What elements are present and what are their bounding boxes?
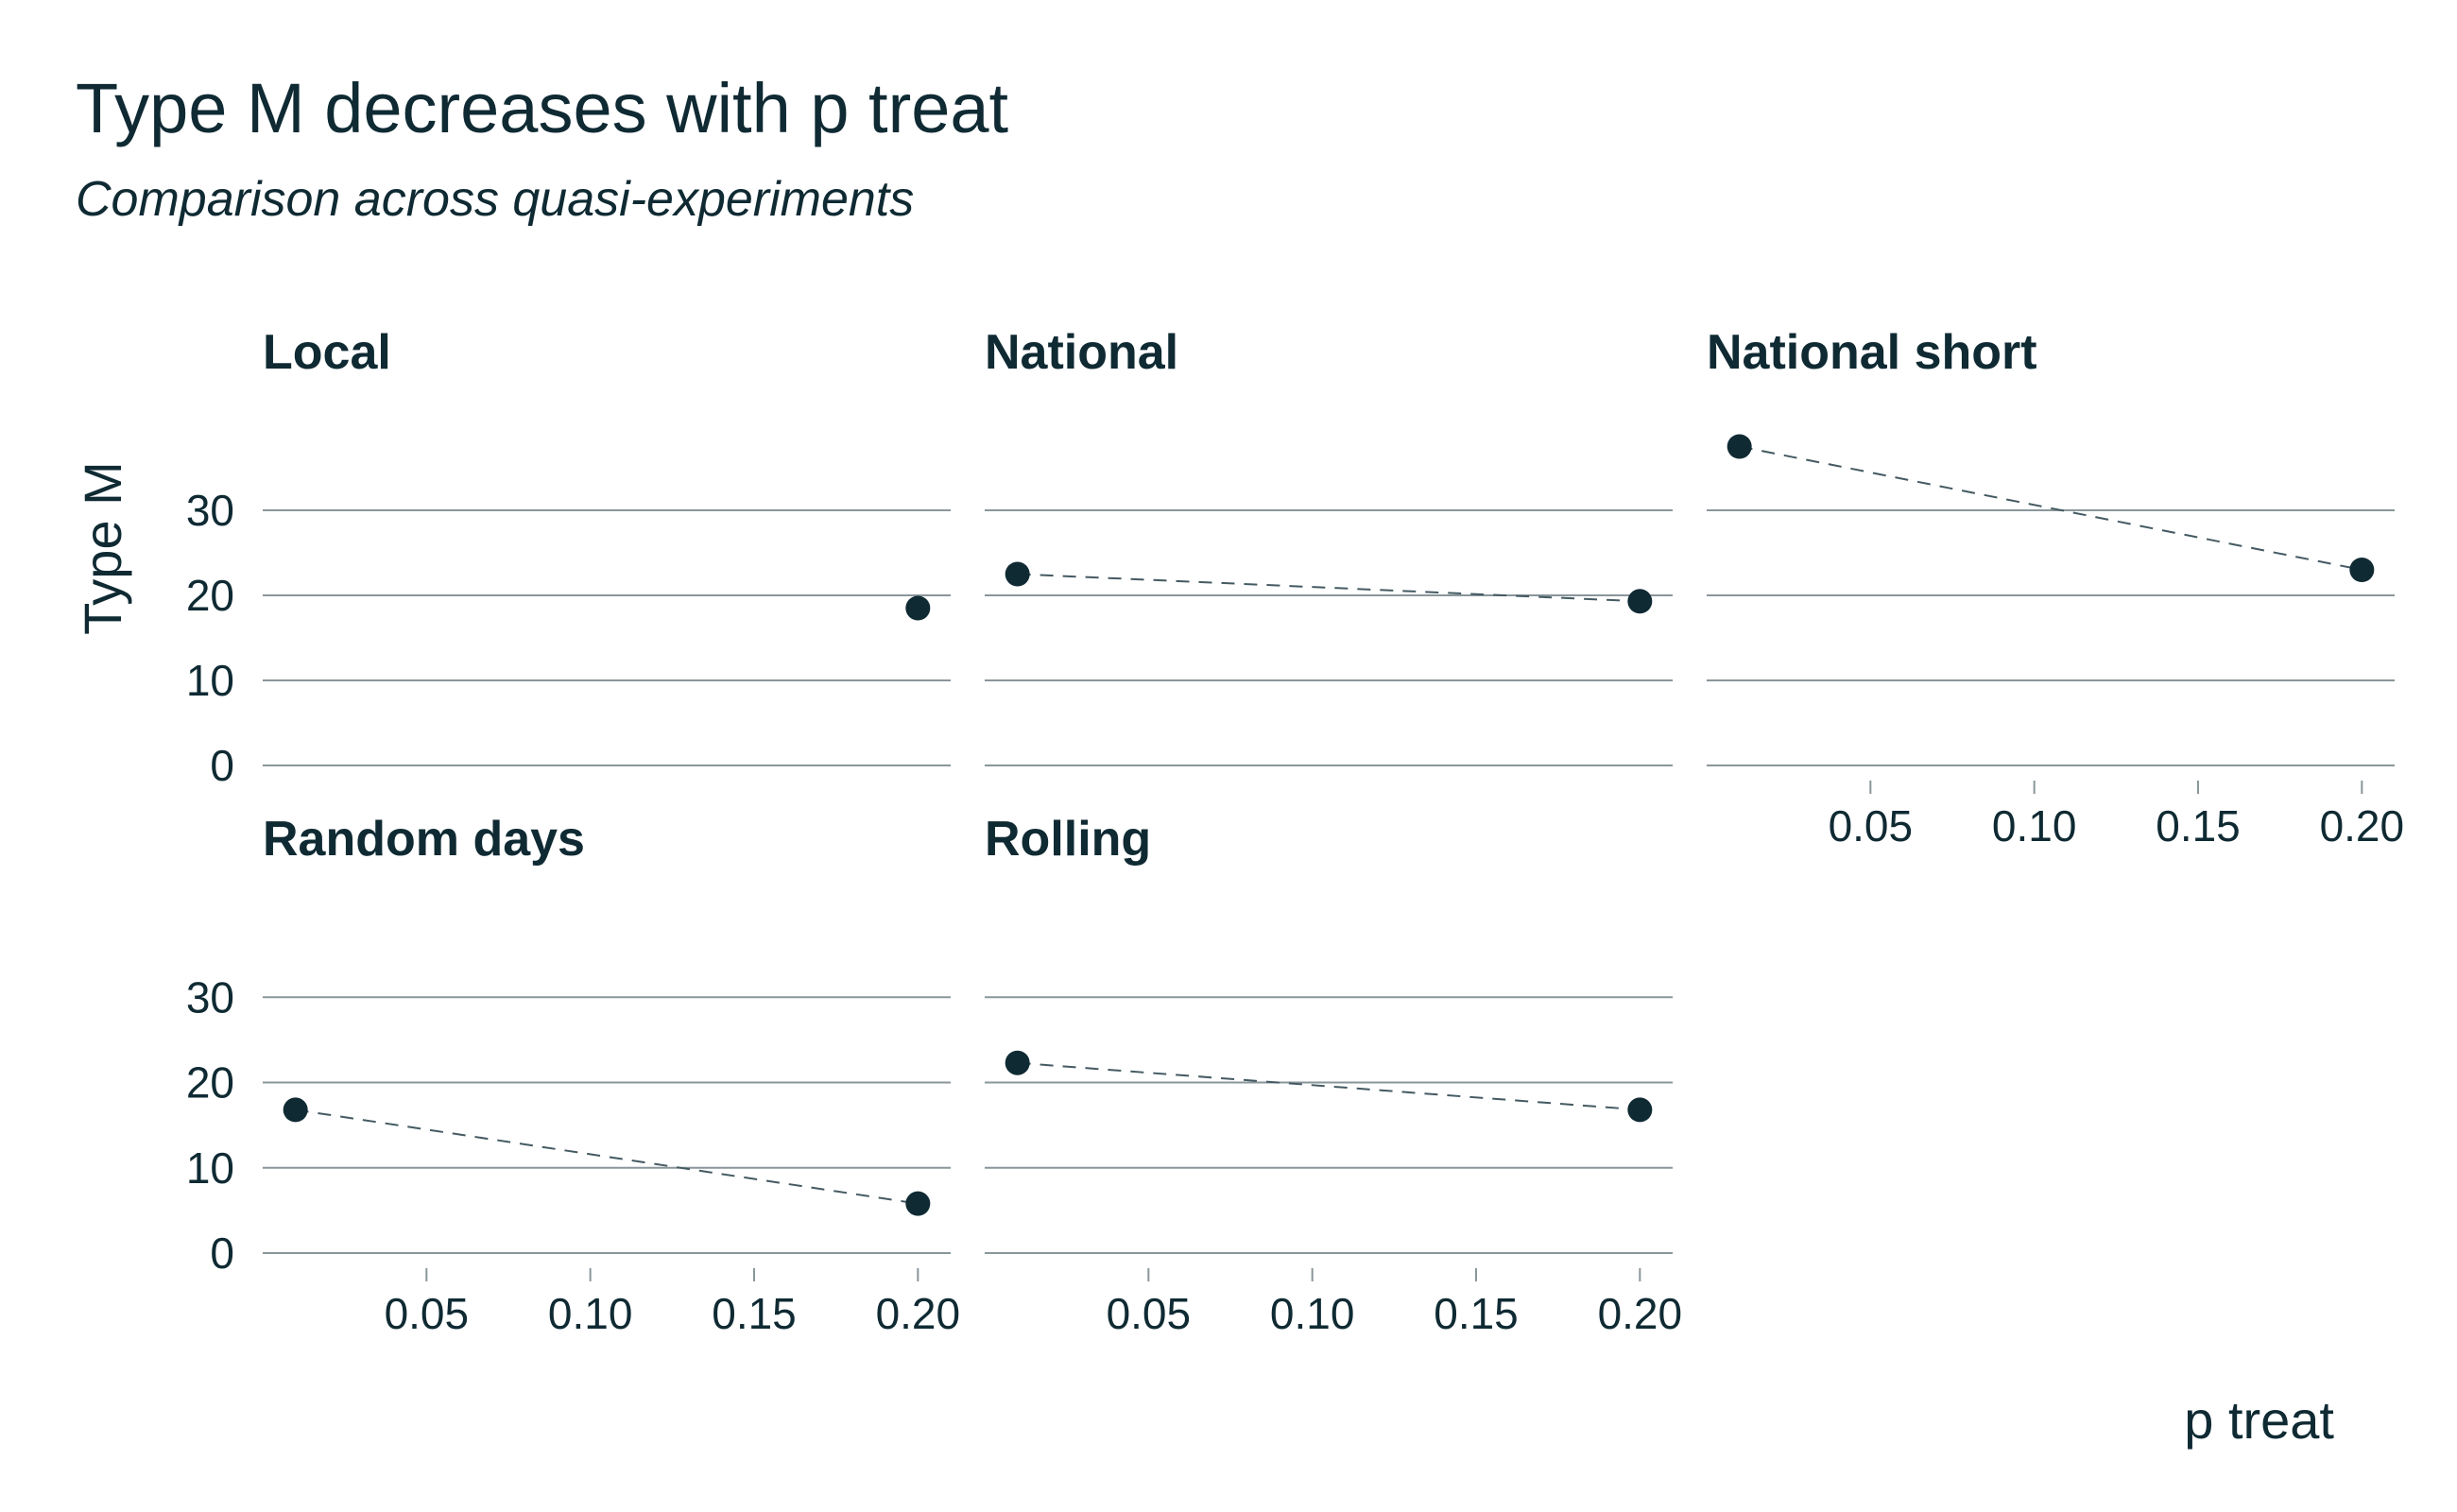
y-tick-label: 30: [186, 486, 234, 535]
facet-title: Local: [263, 325, 391, 380]
facet-title: Rolling: [985, 812, 1151, 867]
data-point: [1005, 1050, 1030, 1075]
data-point: [1005, 561, 1030, 587]
x-tick-label: 0.20: [2320, 801, 2405, 850]
y-axis-title: Type M: [73, 461, 132, 635]
x-tick-label: 0.05: [1107, 1289, 1192, 1338]
facet-rolling: Rolling 0.05 0.10 0.15 0.20: [985, 812, 1682, 1338]
trend-line: [1017, 573, 1641, 603]
x-tick-label: 0.15: [1434, 1289, 1519, 1338]
x-tick-label: 0.15: [2156, 801, 2241, 850]
facet-local: Local 0 10 20 30: [186, 325, 951, 790]
facet-title: National: [985, 325, 1178, 380]
trend-line: [1739, 445, 2362, 571]
y-tick-label: 10: [186, 1143, 234, 1193]
chart-title: Type M decreases with p treat: [76, 69, 1009, 147]
x-tick-label: 0.05: [1829, 801, 1914, 850]
y-tick-label: 20: [186, 571, 234, 620]
x-tick-label: 0.05: [385, 1289, 470, 1338]
y-tick-label: 10: [186, 656, 234, 705]
y-tick-label: 30: [186, 972, 234, 1022]
facet-random-days: Random days 0 10 20 30 0.05 0.10 0.15 0.20: [186, 812, 960, 1338]
data-point: [1727, 434, 1752, 459]
x-tick-label: 0.10: [1270, 1289, 1355, 1338]
facet-title: Random days: [263, 812, 585, 867]
facet-panels: Local 0 10 20 30 National National short 0.05 0.…: [186, 325, 2404, 1338]
y-tick-label: 0: [210, 1228, 234, 1278]
y-tick-label: 0: [210, 741, 234, 790]
x-tick-label: 0.10: [548, 1289, 633, 1338]
x-tick-label: 0.15: [712, 1289, 797, 1338]
data-point: [905, 1191, 931, 1216]
trend-line: [1017, 1061, 1641, 1111]
x-tick-label: 0.10: [1992, 801, 2077, 850]
chart-subtitle: Comparison across quasi-experiments: [76, 172, 914, 227]
data-point: [283, 1097, 308, 1123]
facet-national: National: [985, 325, 1673, 766]
facet-national-short: National short 0.05 0.10 0.15 0.20: [1707, 325, 2404, 850]
x-axis-title: p treat: [2184, 1390, 2334, 1450]
trend-line: [295, 1108, 919, 1205]
y-tick-label: 20: [186, 1058, 234, 1108]
data-point: [905, 595, 931, 621]
x-tick-label: 0.20: [876, 1289, 961, 1338]
data-point: [1627, 589, 1653, 614]
facet-title: National short: [1707, 325, 2037, 380]
x-tick-label: 0.20: [1598, 1289, 1683, 1338]
data-point: [2349, 558, 2375, 582]
data-point: [1627, 1097, 1653, 1123]
